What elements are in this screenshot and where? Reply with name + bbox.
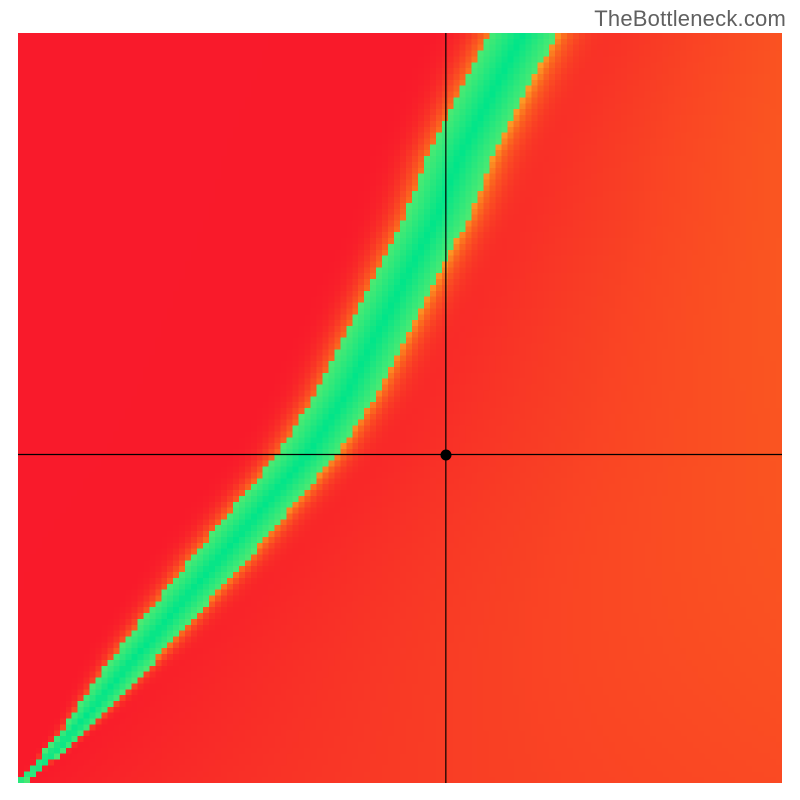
crosshair-marker: [440, 449, 451, 460]
attribution-label: TheBottleneck.com: [594, 6, 786, 32]
chart-container: TheBottleneck.com: [0, 0, 800, 800]
bottleneck-heatmap: [18, 33, 782, 783]
